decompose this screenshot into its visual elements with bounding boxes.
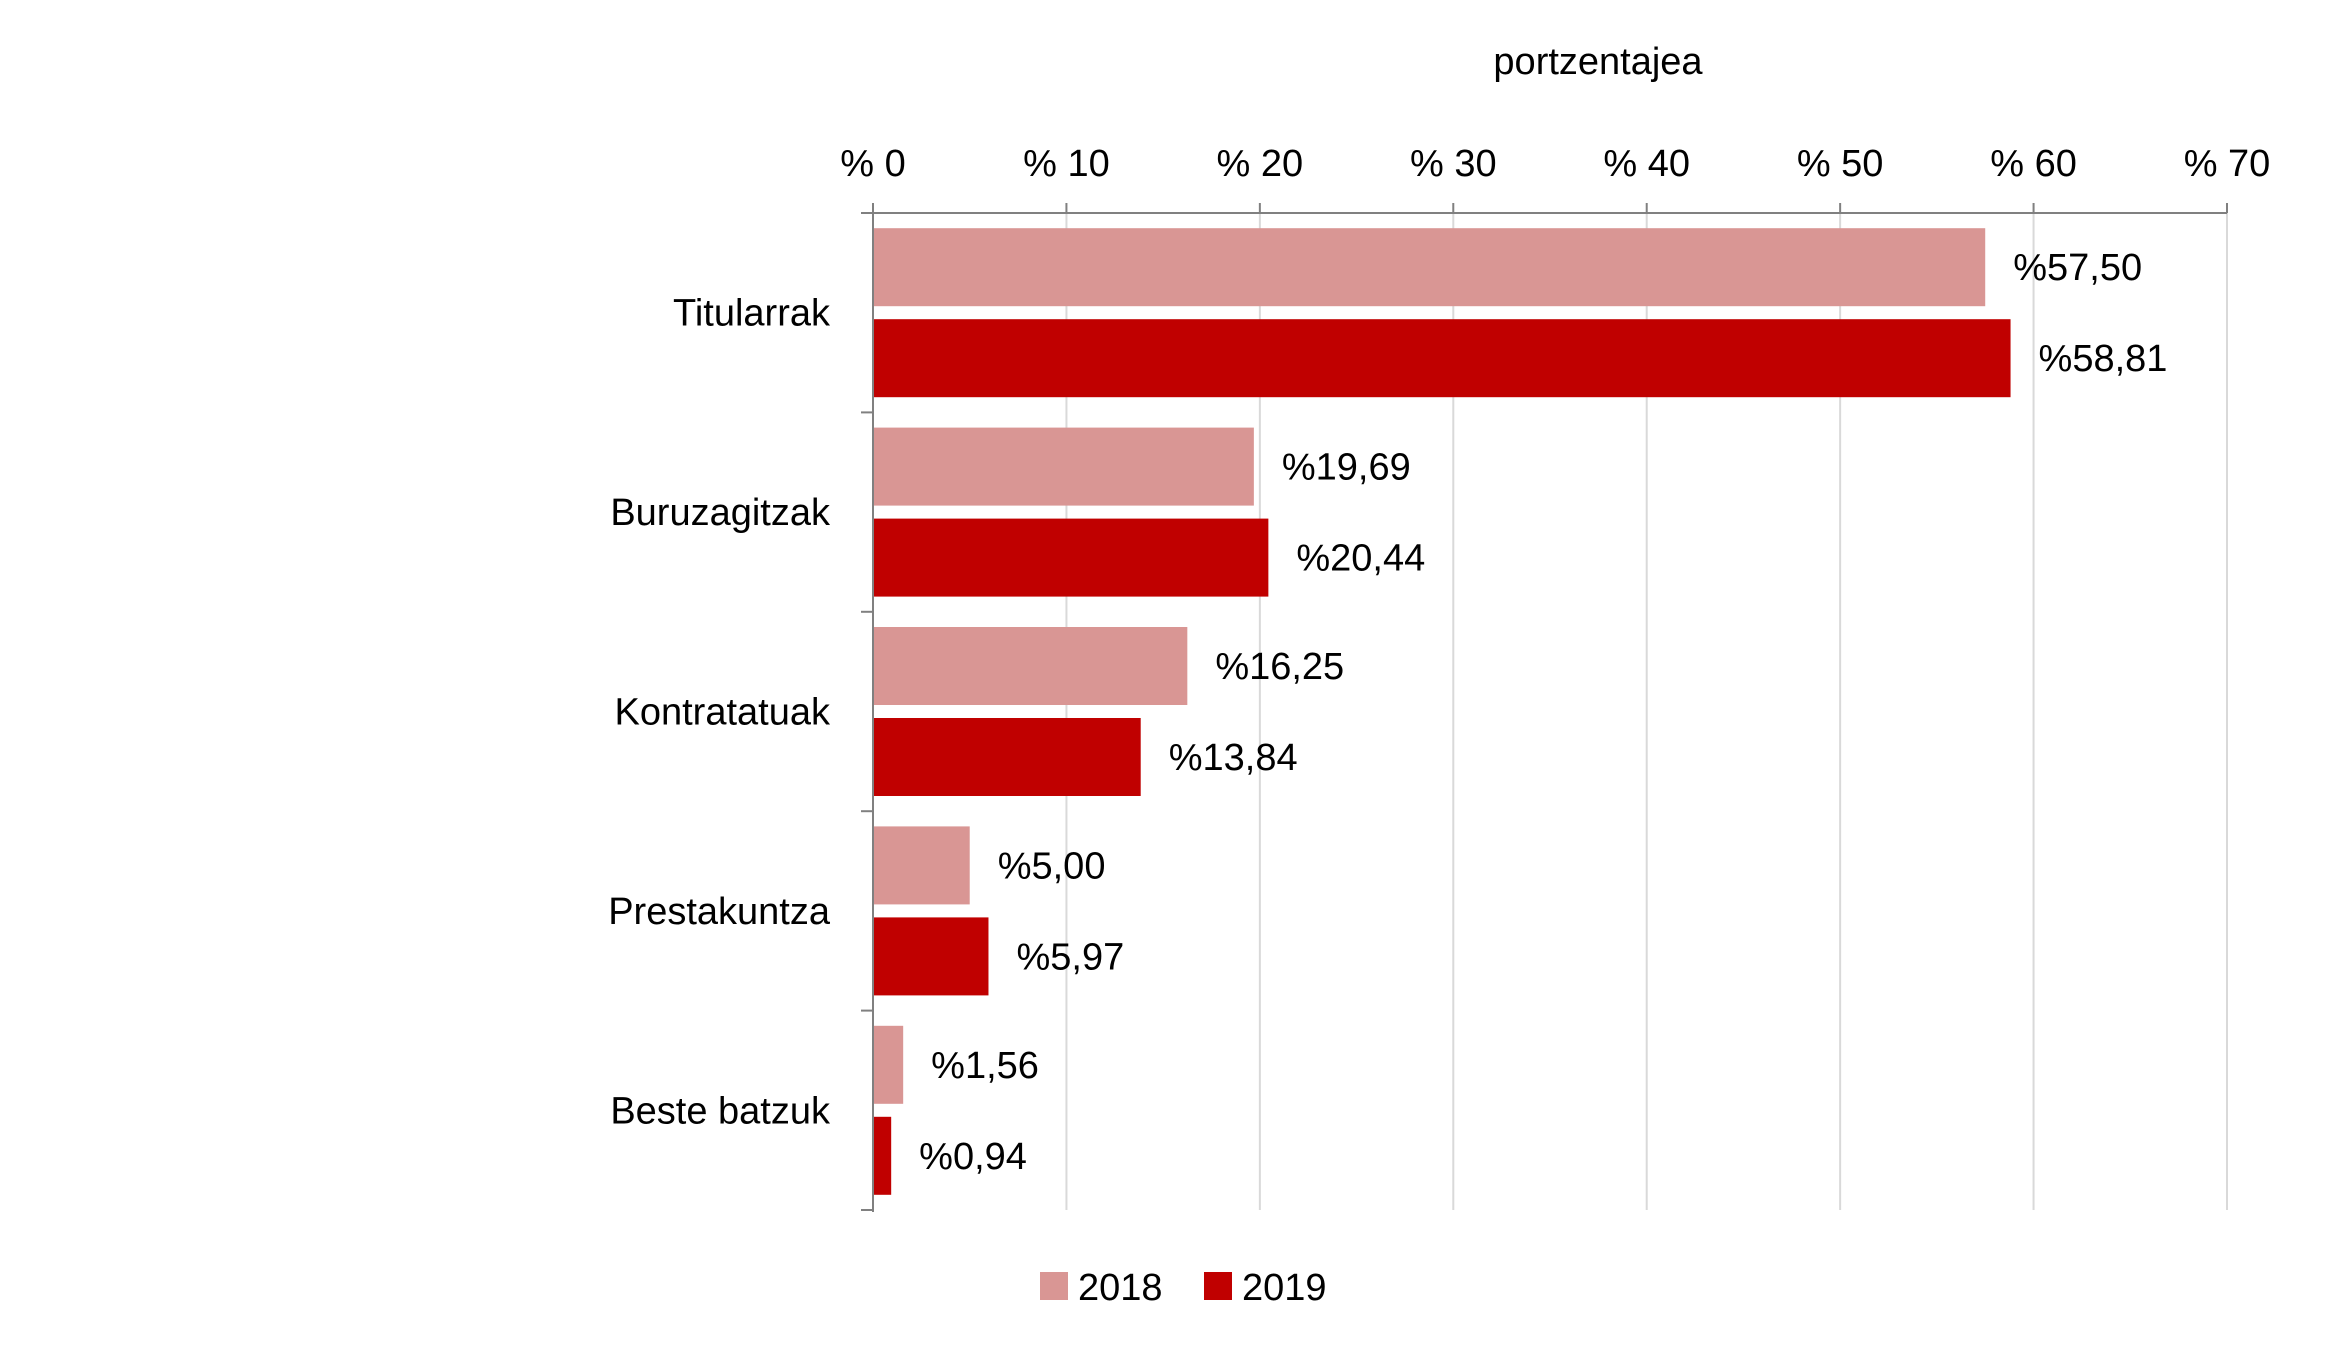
category-label-Titularrak: Titularrak <box>673 293 831 335</box>
x-tick-label-60: % 60 <box>1990 143 2077 185</box>
data-label-Beste batzuk-2018: %1,56 <box>931 1045 1039 1087</box>
category-label-Prestakuntza: Prestakuntza <box>608 891 831 933</box>
x-tick-label-50: % 50 <box>1797 143 1884 185</box>
category-axis: Titularrak Buruzagitzak Kontratatuak Presta… <box>608 203 2227 1212</box>
category-label-Kontratatuak: Kontratatuak <box>615 692 831 734</box>
x-tick-label-0: % 0 <box>840 143 905 185</box>
x-axis-ticks: % 0 % 10 % 20 % 30 % 40 % 50 % 60 % 70 <box>840 143 2270 213</box>
bar-Buruzagitzak-2019 <box>873 518 1269 597</box>
bar-Beste batzuk-2018 <box>873 1025 904 1104</box>
bar-Titularrak-2019 <box>873 319 2011 398</box>
bar-Titularrak-2018 <box>873 228 1986 307</box>
legend-label-2019: 2019 <box>1242 1267 1327 1309</box>
data-label-Beste batzuk-2019: %0,94 <box>919 1136 1027 1178</box>
bar-Buruzagitzak-2018 <box>873 427 1254 506</box>
x-tick-label-10: % 10 <box>1023 143 1110 185</box>
data-label-Titularrak-2019: %58,81 <box>2039 338 2168 380</box>
bar-Beste batzuk-2019 <box>873 1116 892 1195</box>
legend-label-2018: 2018 <box>1078 1267 1163 1309</box>
legend-swatch-2019 <box>1204 1272 1232 1300</box>
legend: 2018 2019 <box>1040 1267 1327 1309</box>
bar-Kontratatuak-2018 <box>873 627 1188 705</box>
bars: %57,50 %58,81 %19,69 %20,44 %16,25 %13,84 %5,0… <box>873 228 2167 1195</box>
data-label-Buruzagitzak-2018: %19,69 <box>1282 447 1411 489</box>
x-axis-title: portzentajea <box>1493 41 1703 83</box>
data-label-Prestakuntza-2018: %5,00 <box>998 845 1106 887</box>
x-tick-label-70: % 70 <box>2184 143 2271 185</box>
data-label-Kontratatuak-2018: %16,25 <box>1215 646 1344 688</box>
data-label-Kontratatuak-2019: %13,84 <box>1169 737 1298 779</box>
data-label-Prestakuntza-2019: %5,97 <box>1016 936 1124 978</box>
data-label-Titularrak-2018: %57,50 <box>2013 247 2142 289</box>
legend-swatch-2018 <box>1040 1272 1068 1300</box>
category-label-Buruzagitzak: Buruzagitzak <box>610 492 831 534</box>
bar-Prestakuntza-2019 <box>873 917 989 996</box>
data-label-Buruzagitzak-2019: %20,44 <box>1296 538 1425 580</box>
category-label-Beste batzuk: Beste batzuk <box>610 1090 831 1132</box>
x-tick-label-30: % 30 <box>1410 143 1497 185</box>
bar-Kontratatuak-2019 <box>873 718 1141 796</box>
bar-Prestakuntza-2018 <box>873 826 970 905</box>
x-tick-label-40: % 40 <box>1603 143 1690 185</box>
x-tick-label-20: % 20 <box>1217 143 1304 185</box>
